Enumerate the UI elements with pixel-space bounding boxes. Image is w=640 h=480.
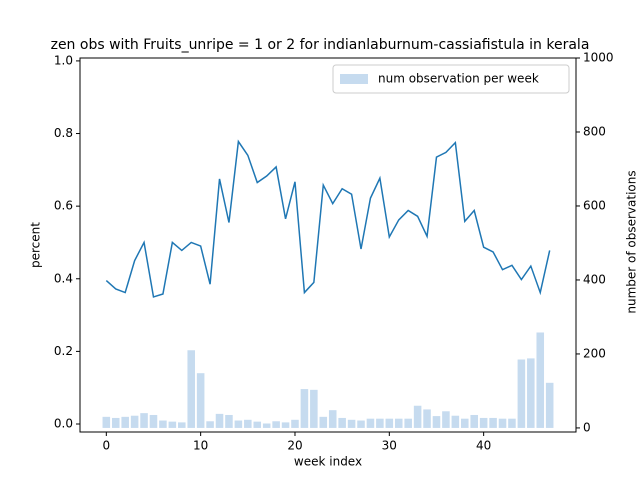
bar bbox=[272, 421, 280, 428]
y-tick-label: 0.2 bbox=[54, 344, 73, 358]
y2-axis-label: number of observations bbox=[625, 170, 639, 313]
bar bbox=[130, 415, 139, 428]
bar bbox=[508, 418, 516, 428]
bar bbox=[357, 420, 365, 428]
plot-frame bbox=[79, 57, 577, 433]
y-tick-label: 0.0 bbox=[54, 417, 73, 431]
y-tick-label: 0.6 bbox=[54, 199, 73, 213]
bar bbox=[300, 389, 309, 428]
y2-tick-label: 0 bbox=[583, 420, 591, 434]
y-axis-label: percent bbox=[29, 222, 43, 268]
bar bbox=[385, 418, 394, 428]
x-tick-label: 10 bbox=[193, 439, 208, 453]
x-tick-label: 40 bbox=[476, 439, 491, 453]
bar bbox=[413, 405, 422, 428]
bar bbox=[111, 417, 120, 428]
bar bbox=[545, 382, 554, 428]
bar bbox=[517, 359, 526, 428]
bar bbox=[140, 413, 148, 428]
chart-title: zen obs with Fruits_unripe = 1 or 2 for … bbox=[51, 37, 590, 53]
bar bbox=[253, 421, 262, 428]
bar bbox=[159, 420, 167, 428]
legend-box bbox=[332, 64, 570, 94]
bar bbox=[489, 417, 497, 428]
y-tick-label: 0.8 bbox=[54, 126, 73, 140]
bar bbox=[234, 420, 243, 428]
bar bbox=[347, 419, 356, 428]
bar bbox=[527, 358, 535, 428]
legend-swatch bbox=[340, 74, 368, 84]
y2-tick-label: 600 bbox=[583, 198, 606, 212]
bar bbox=[366, 418, 375, 428]
bar bbox=[338, 417, 346, 428]
y2-tick-label: 800 bbox=[583, 124, 606, 138]
bar bbox=[451, 415, 460, 428]
bar bbox=[328, 410, 337, 428]
bar bbox=[187, 350, 195, 428]
bar bbox=[168, 421, 177, 428]
bar bbox=[291, 419, 299, 428]
bar bbox=[178, 422, 186, 428]
x-tick-label: 30 bbox=[382, 439, 397, 453]
y-tick-label: 1.0 bbox=[54, 53, 73, 67]
bar bbox=[432, 416, 441, 428]
bar bbox=[498, 418, 507, 428]
bar bbox=[461, 418, 469, 428]
bar bbox=[281, 422, 290, 428]
y2-tick-label: 400 bbox=[583, 272, 606, 286]
bar bbox=[196, 373, 205, 428]
bar bbox=[310, 389, 318, 428]
x-tick-label: 0 bbox=[102, 439, 110, 453]
bar bbox=[215, 413, 224, 428]
bar bbox=[394, 418, 403, 428]
bar bbox=[149, 414, 158, 428]
bar bbox=[470, 414, 478, 428]
bar bbox=[102, 416, 111, 428]
x-tick-label: 20 bbox=[287, 439, 302, 453]
bar bbox=[121, 416, 129, 428]
bar bbox=[206, 421, 214, 428]
bar bbox=[376, 418, 384, 428]
line bbox=[105, 139, 551, 298]
y2-tick-label: 200 bbox=[583, 346, 606, 360]
bar bbox=[442, 411, 450, 428]
x-axis-label: week index bbox=[294, 455, 362, 469]
bar bbox=[423, 409, 431, 428]
y-tick-label: 0.4 bbox=[54, 271, 73, 285]
bar bbox=[479, 417, 488, 428]
bar bbox=[244, 419, 252, 428]
bar bbox=[319, 416, 328, 428]
bar bbox=[225, 414, 233, 428]
bar bbox=[404, 418, 412, 428]
legend-label: num observation per week bbox=[378, 72, 539, 86]
y2-tick-label: 1000 bbox=[583, 51, 614, 65]
bar bbox=[262, 423, 271, 428]
bar bbox=[536, 332, 545, 428]
